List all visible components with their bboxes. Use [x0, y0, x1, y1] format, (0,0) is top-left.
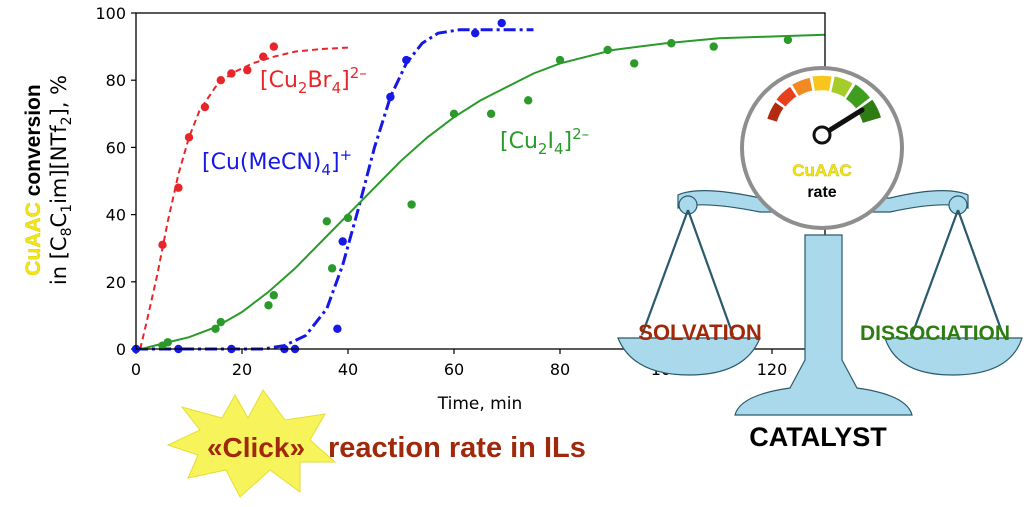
gauge-subtitle: rate: [807, 184, 836, 201]
x-tick-label: 0: [131, 360, 141, 379]
data-point-series-0: [158, 240, 167, 250]
x-tick-label: 20: [232, 360, 252, 379]
data-point-series-2: [524, 96, 533, 105]
data-point-series-2: [343, 213, 353, 223]
plot-area: 020406080100120020406080100: [95, 4, 826, 379]
scale-knob-left: [678, 195, 698, 215]
series-label-cumecn: [Cu(MeCN)4]+: [202, 146, 352, 179]
gauge-arc-segment: [845, 84, 870, 109]
data-point-series-0: [216, 76, 225, 85]
data-point-series-0: [243, 65, 252, 75]
data-point-series-1: [333, 324, 342, 334]
series-label-cu2br4: [Cu2Br4]2–: [260, 64, 367, 97]
y-axis-label-highlight: CuAAC: [22, 202, 45, 276]
data-point-series-0: [200, 102, 210, 112]
data-point-series-2: [407, 200, 416, 209]
data-point-series-2: [216, 317, 225, 327]
data-point-series-2: [322, 217, 331, 226]
x-tick-label: 80: [550, 360, 570, 379]
data-point-series-0: [259, 52, 268, 61]
data-point-series-1: [386, 92, 395, 102]
headline-text: reaction rate in ILs: [328, 432, 586, 464]
y-tick-label: 100: [95, 4, 126, 23]
svg-text:CuAAC conversion: CuAAC conversion: [22, 84, 45, 275]
starburst-shape: [166, 389, 337, 498]
gauge-arc-segment: [812, 75, 832, 91]
fit-curve-series-0: [139, 46, 349, 350]
x-tick-label: 60: [444, 360, 464, 379]
series-label-cu2i4: [Cu2I4]2–: [500, 125, 589, 158]
svg-text:in [C8C1im][NTf2], %: in [C8C1im][NTf2], %: [47, 75, 75, 285]
data-point-series-2: [269, 291, 278, 300]
data-point-series-1: [402, 55, 411, 65]
gauge-title: CuAAC: [792, 161, 852, 180]
dissociation-label: DISSOCIATION: [860, 322, 1010, 345]
y-tick-label: 20: [106, 273, 126, 292]
scale-stand: [734, 234, 913, 416]
gauge-arc-segment: [831, 76, 853, 98]
x-tick-label: 120: [757, 360, 788, 379]
data-point-series-2: [211, 324, 220, 334]
gauge-arc-segment: [767, 102, 784, 122]
data-point-series-0: [269, 42, 278, 51]
scale-strings-right: [910, 209, 1005, 336]
y-axis-label-rest: conversion: [22, 84, 45, 202]
x-tick-label: 40: [338, 360, 358, 379]
gauge-arc-segment: [792, 77, 813, 97]
y-axis-label-line1: CuAAC conversion: [22, 84, 45, 276]
y-tick-label: 0: [116, 340, 126, 359]
data-point-series-0: [227, 69, 236, 78]
y-tick-label: 60: [106, 138, 126, 157]
data-point-series-1: [338, 237, 347, 246]
y-tick-label: 80: [106, 71, 126, 90]
gauge-arc-segment: [776, 86, 797, 107]
scale-pan-left: [617, 337, 761, 376]
data-point-series-2: [783, 35, 793, 45]
data-point-series-2: [630, 59, 639, 68]
data-point-series-2: [449, 109, 459, 119]
data-point-series-2: [163, 338, 172, 347]
y-tick-label: 40: [106, 206, 126, 225]
plot-frame: [135, 12, 826, 350]
axis-ticks: 020406080100120020406080100: [95, 4, 787, 379]
x-axis-label: Time, min: [437, 394, 522, 414]
data-point-series-2: [555, 55, 565, 65]
rate-gauge: CuAAC rate: [740, 66, 904, 230]
data-point-series-2: [603, 45, 612, 55]
scale-knob-right: [948, 195, 968, 215]
scale-strings-left: [640, 209, 735, 336]
catalyst-label: CATALYST: [749, 422, 887, 452]
data-point-series-2: [486, 109, 496, 119]
gauge-dial: [740, 66, 904, 230]
gauge-scale: [767, 75, 881, 124]
scale-pan-right: [884, 337, 1023, 376]
headline-click: «Click»: [207, 432, 305, 463]
data-point-series-0: [174, 183, 183, 192]
fit-curve-series-1: [136, 28, 534, 351]
data-point-series-0: [184, 133, 194, 142]
data-point-series-2: [709, 42, 718, 51]
gauge-arc-segment: [856, 99, 881, 124]
data-point-series-1: [497, 18, 506, 28]
data-point-series-2: [327, 264, 337, 273]
data-points: [131, 18, 793, 354]
data-point-series-2: [264, 301, 273, 310]
data-point-series-2: [667, 39, 676, 48]
solvation-label: SOLVATION: [638, 320, 761, 345]
data-point-series-1: [471, 28, 480, 38]
fit-curves: [136, 28, 826, 351]
y-axis-label-line2: in [C8C1im][NTf2], %: [47, 75, 75, 285]
gauge-pivot: [812, 125, 832, 145]
fit-curve-series-2: [141, 33, 826, 350]
